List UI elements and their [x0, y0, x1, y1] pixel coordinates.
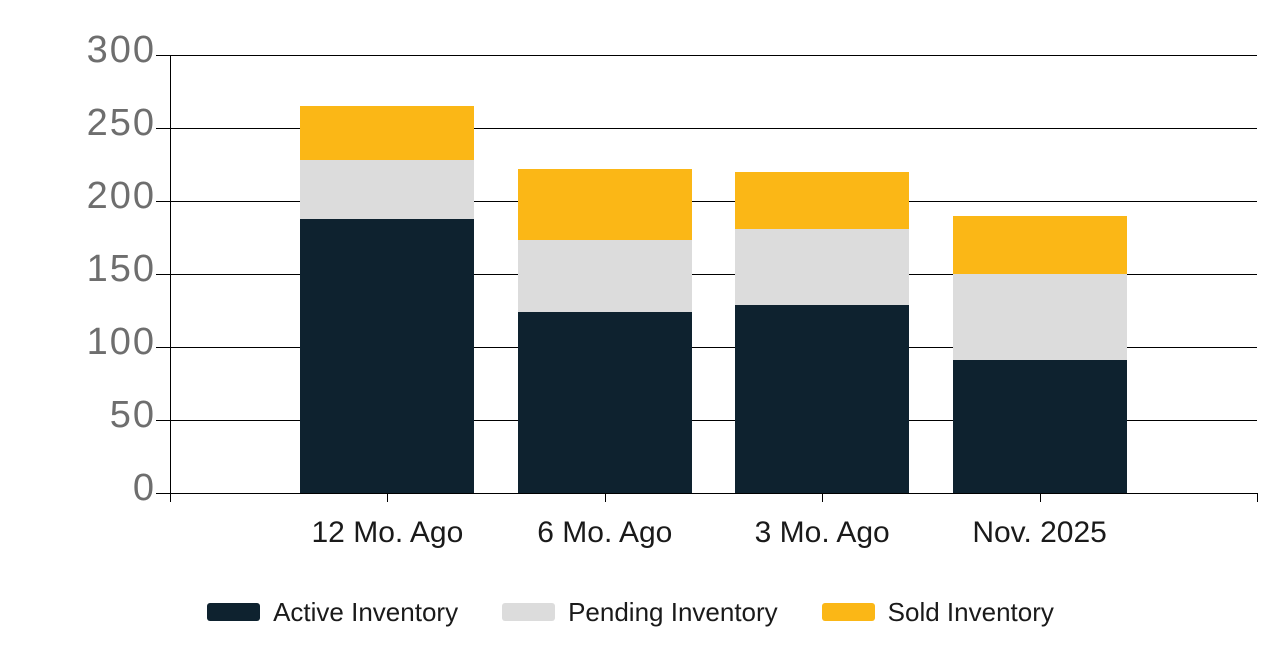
x-axis-tick — [604, 493, 606, 502]
x-axis-tick — [170, 493, 171, 502]
gridline-300 — [156, 55, 1257, 56]
x-axis-label-6-mo-ago: 6 Mo. Ago — [537, 516, 673, 549]
legend-label-sold-inventory: Sold Inventory — [887, 597, 1054, 627]
x-axis-line — [170, 493, 1257, 494]
bar-segment-active-inventory-6-mo-ago[interactable] — [517, 311, 692, 493]
bar-segment-sold-inventory-nov-2025[interactable] — [952, 215, 1127, 274]
legend-label-active-inventory: Active Inventory — [273, 597, 459, 627]
gridline-150 — [156, 274, 1257, 275]
x-axis-tick — [1039, 493, 1041, 502]
x-axis-tick — [1257, 493, 1258, 502]
gridline-250 — [156, 128, 1257, 129]
y-tick-label-300: 300 — [86, 29, 156, 71]
y-tick-label-250: 250 — [86, 102, 156, 144]
x-axis-label-3-mo-ago: 3 Mo. Ago — [754, 516, 890, 549]
bar-segment-pending-inventory-6-mo-ago[interactable] — [517, 240, 692, 312]
bar-segment-active-inventory-nov-2025[interactable] — [952, 360, 1127, 493]
bar-segment-sold-inventory-12-mo-ago[interactable] — [300, 106, 475, 161]
gridline-50 — [156, 420, 1257, 421]
plot-area — [156, 55, 1258, 502]
bar-segment-pending-inventory-12-mo-ago[interactable] — [300, 160, 475, 219]
gridline-100 — [156, 347, 1257, 348]
bar-segment-active-inventory-12-mo-ago[interactable] — [300, 218, 475, 493]
bar-segment-active-inventory-3-mo-ago[interactable] — [735, 304, 910, 493]
bar-group-6-mo-ago — [517, 55, 692, 493]
gridline-200 — [156, 201, 1257, 202]
legend-label-pending-inventory: Pending Inventory — [568, 597, 778, 627]
y-tick-label-50: 50 — [109, 394, 156, 436]
bar-segment-sold-inventory-6-mo-ago[interactable] — [517, 168, 692, 241]
y-tick-label-100: 100 — [86, 321, 156, 363]
bar-segment-pending-inventory-3-mo-ago[interactable] — [735, 228, 910, 305]
y-axis-line — [170, 55, 171, 493]
legend-swatch-pending-inventory — [502, 603, 556, 621]
x-axis-tick — [387, 493, 389, 502]
bar-segment-sold-inventory-3-mo-ago[interactable] — [735, 171, 910, 229]
legend-item-pending-inventory[interactable]: Pending Inventory — [502, 598, 778, 626]
legend-item-active-inventory[interactable]: Active Inventory — [207, 598, 458, 626]
y-tick-label-0: 0 — [132, 467, 156, 509]
legend-swatch-sold-inventory — [821, 603, 875, 621]
y-tick-label-200: 200 — [86, 175, 156, 217]
y-tick-label-150: 150 — [86, 248, 156, 290]
bar-group-12-mo-ago — [300, 55, 475, 493]
x-axis-tick — [822, 493, 824, 502]
bar-group-nov-2025 — [952, 55, 1127, 493]
x-axis-label-nov-2025: Nov. 2025 — [972, 516, 1107, 549]
bar-group-3-mo-ago — [735, 55, 910, 493]
bar-segment-pending-inventory-nov-2025[interactable] — [952, 274, 1127, 361]
x-axis-label-12-mo-ago: 12 Mo. Ago — [311, 516, 464, 549]
legend-swatch-active-inventory — [207, 603, 261, 621]
legend: Active Inventory Pending Inventory Sold In… — [0, 598, 1261, 626]
legend-item-sold-inventory[interactable]: Sold Inventory — [821, 597, 1054, 627]
